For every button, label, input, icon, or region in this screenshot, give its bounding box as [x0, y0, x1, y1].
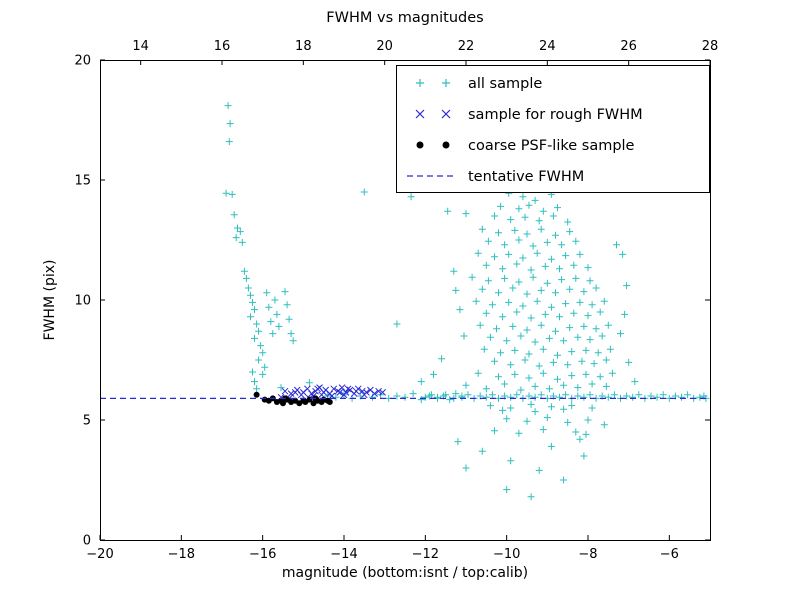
legend-dot-marker [442, 141, 450, 149]
x-tick-label-bottom: −6 [660, 547, 679, 562]
chart-title: FWHM vs magnitudes [326, 10, 483, 26]
legend: all sample sample for rough FWHM coarse PS… [396, 65, 710, 193]
x-tick-label-bottom: −14 [330, 547, 357, 562]
series-plus-markers [222, 102, 710, 501]
x-tick-label-top: 26 [620, 39, 637, 54]
y-axis-label: FWHM (pix) [42, 260, 58, 341]
x-tick-label-top: 24 [539, 39, 556, 54]
legend-label: sample for rough FWHM [468, 107, 643, 123]
x-markers-path [277, 384, 386, 402]
y-tick-label: 10 [74, 294, 91, 309]
legend-label: tentative FWHM [468, 169, 584, 185]
axes-ticks: −20 −18 −16 −14 −12 −10 −8 −6 14 16 18 20 22 24 26 28 0 5… [74, 39, 718, 562]
x-tick-label-top: 16 [214, 39, 231, 54]
dot-marker [280, 400, 286, 407]
legend-label: coarse PSF-like sample [468, 138, 635, 154]
x-tick-label-bottom: −20 [86, 547, 113, 562]
plot-content [100, 102, 710, 501]
x-tick-label-bottom: −16 [249, 547, 276, 562]
y-tick-label: 15 [74, 174, 91, 189]
x-tick-label-bottom: −8 [578, 547, 597, 562]
legend-label: all sample [468, 76, 542, 92]
series-x-markers [277, 384, 386, 402]
x-tick-label-bottom: −10 [493, 547, 520, 562]
x-tick-label-top: 18 [295, 39, 312, 54]
y-tick-label: 20 [74, 54, 91, 69]
x-tick-label-top: 20 [376, 39, 393, 54]
x-tick-label-top: 14 [132, 39, 149, 54]
x-axis-label: magnitude (bottom:isnt / top:calib) [282, 565, 528, 581]
y-tick-label: 5 [83, 414, 91, 429]
legend-box [396, 65, 710, 193]
x-tick-label-bottom: −18 [168, 547, 195, 562]
legend-plus-marker [416, 79, 450, 87]
dot-marker [253, 391, 260, 398]
x-tick-label-top: 22 [458, 39, 475, 54]
plus-markers-path [222, 102, 710, 501]
legend-x-marker [415, 109, 451, 119]
dot-marker [326, 399, 333, 405]
x-tick-label-top: 28 [702, 39, 719, 54]
x-tick-label-bottom: −12 [412, 547, 439, 562]
legend-dot-marker [416, 141, 424, 149]
y-tick-label: 0 [83, 534, 91, 549]
